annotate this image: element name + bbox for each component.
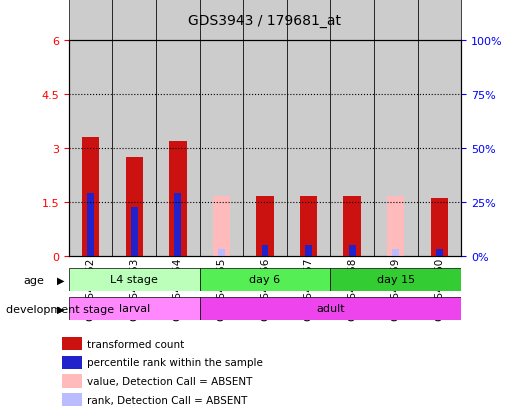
Text: L4 stage: L4 stage [110, 275, 158, 285]
Text: transformed count: transformed count [87, 339, 184, 349]
Bar [418, 0, 461, 256]
Bar [200, 297, 461, 320]
Text: percentile rank within the sample: percentile rank within the sample [87, 357, 263, 368]
Bar [430, 199, 448, 256]
Bar [62, 374, 82, 388]
Bar [287, 0, 330, 256]
Bar [69, 297, 200, 320]
Bar [169, 142, 187, 256]
Text: adult: adult [316, 304, 344, 314]
Bar [69, 0, 112, 256]
Bar [174, 193, 181, 256]
Bar [112, 0, 156, 256]
Text: age: age [24, 275, 45, 285]
Bar [62, 393, 82, 406]
Bar [243, 0, 287, 256]
Bar [387, 197, 404, 256]
Text: GDS3943 / 179681_at: GDS3943 / 179681_at [189, 14, 341, 28]
Bar [261, 245, 269, 256]
Text: ▶: ▶ [57, 304, 65, 314]
Bar [218, 249, 225, 256]
Bar [343, 197, 361, 256]
Bar [82, 138, 100, 256]
Bar [392, 249, 399, 256]
Bar [374, 0, 418, 256]
Bar [213, 197, 230, 256]
Bar [87, 193, 94, 256]
Bar [200, 0, 243, 256]
Bar [257, 197, 273, 256]
Bar [69, 268, 200, 291]
Text: day 6: day 6 [250, 275, 280, 285]
Bar [131, 208, 138, 256]
Bar [330, 0, 374, 256]
Bar [126, 158, 143, 256]
Bar [330, 268, 461, 291]
Text: rank, Detection Call = ABSENT: rank, Detection Call = ABSENT [87, 394, 247, 405]
Bar [62, 337, 82, 351]
Bar [436, 249, 443, 256]
Bar [305, 245, 312, 256]
Text: ▶: ▶ [57, 275, 65, 285]
Text: value, Detection Call = ABSENT: value, Detection Call = ABSENT [87, 376, 252, 386]
Text: day 15: day 15 [377, 275, 415, 285]
Text: development stage: development stage [6, 304, 114, 314]
Bar [156, 0, 200, 256]
Bar [300, 197, 317, 256]
Bar [349, 245, 356, 256]
Text: larval: larval [119, 304, 150, 314]
Bar [62, 356, 82, 369]
Bar [200, 268, 330, 291]
